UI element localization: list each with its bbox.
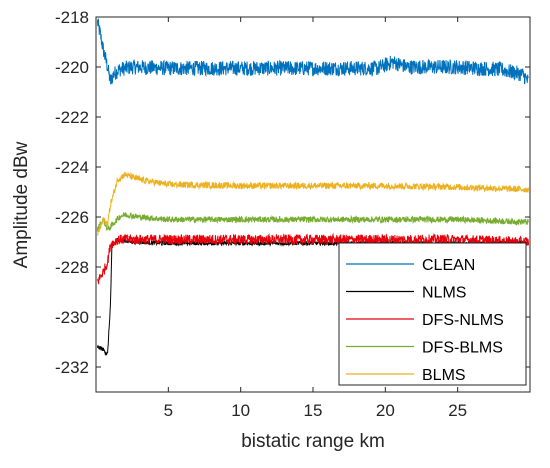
x-tick-label: 5 — [164, 401, 173, 420]
x-tick-label: 25 — [448, 401, 467, 420]
series-line-dfs-nlms — [96, 232, 530, 286]
legend-box — [338, 242, 527, 386]
x-tick-label: 15 — [304, 401, 323, 420]
legend-label: NLMS — [422, 285, 466, 302]
x-tick-label: 20 — [376, 401, 395, 420]
legend: CLEAN NLMS DFS-NLMS DFS-BLMS BLMS — [338, 242, 527, 386]
y-tick-label: -224 — [55, 158, 89, 177]
legend-label: CLEAN — [422, 257, 475, 274]
y-tick-label: -230 — [55, 308, 89, 327]
y-axis-label: Amplitude dBw — [11, 141, 32, 268]
legend-label: DFS-BLMS — [422, 340, 503, 357]
y-tick-label: -220 — [55, 58, 89, 77]
plot-frame — [95, 16, 531, 393]
series-layer — [96, 18, 530, 356]
legend-label: BLMS — [422, 367, 466, 384]
legend-label: DFS-NLMS — [422, 312, 504, 329]
y-axis-ticks: -218 -220 -222 -224 -226 -228 -230 -232 — [55, 8, 530, 377]
x-tick-label: 10 — [231, 401, 250, 420]
y-tick-label: -226 — [55, 208, 89, 227]
x-axis-ticks: 5 10 15 20 25 — [164, 17, 467, 420]
x-axis-label: bistatic range km — [241, 431, 385, 452]
series-line-blms — [96, 171, 530, 236]
y-tick-label: -232 — [55, 358, 89, 377]
series-line-clean — [96, 18, 529, 85]
series-line-dfs-blms — [96, 212, 529, 232]
y-tick-label: -218 — [55, 8, 89, 27]
y-tick-label: -228 — [55, 258, 89, 277]
y-tick-label: -222 — [55, 108, 89, 127]
